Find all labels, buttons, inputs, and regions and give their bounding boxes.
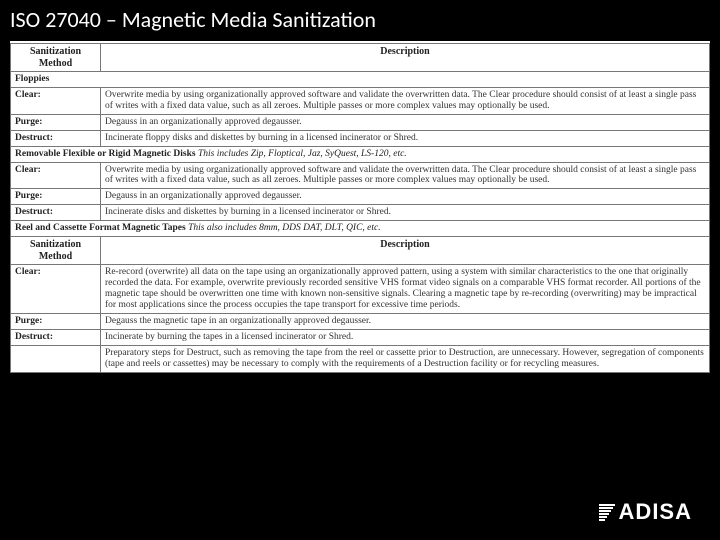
header-method: Sanitization Method xyxy=(11,237,101,265)
desc-reel-destruct-note: Preparatory steps for Destruct, such as … xyxy=(101,345,710,372)
slide: ISO 27040 – Magnetic Media Sanitization … xyxy=(0,0,720,540)
table-row: Clear: Overwrite media by using organiza… xyxy=(11,162,710,189)
desc-rem-purge: Degauss in an organizationally approved … xyxy=(101,189,710,205)
table-header-row: Sanitization Method Description xyxy=(11,44,710,72)
desc-reel-purge: Degauss the magnetic tape in an organiza… xyxy=(101,313,710,329)
method-destruct: Destruct: xyxy=(11,205,101,221)
desc-rem-destruct: Incinerate disks and diskettes by burnin… xyxy=(101,205,710,221)
header-description: Description xyxy=(101,237,710,265)
method-destruct: Destruct: xyxy=(11,130,101,146)
desc-floppy-clear: Overwrite media by using organizationall… xyxy=(101,87,710,114)
table-container: Sanitization Method Description Floppies… xyxy=(10,43,710,373)
table-row: Clear: Re-record (overwrite) all data on… xyxy=(11,265,710,314)
method-clear: Clear: xyxy=(11,265,101,314)
section-floppies: Floppies xyxy=(11,72,710,88)
table-header-row: Sanitization Method Description xyxy=(11,237,710,265)
method-clear: Clear: xyxy=(11,87,101,114)
section-reel-note: This also includes 8mm, DDS DAT, DLT, QI… xyxy=(186,223,381,233)
adisa-logo: ADISA xyxy=(599,499,692,525)
desc-reel-destruct: Incinerate by burning the tapes in a lic… xyxy=(101,329,710,345)
section-title-removable: Removable Flexible or Rigid Magnetic Dis… xyxy=(11,146,710,162)
desc-reel-clear: Re-record (overwrite) all data on the ta… xyxy=(101,265,710,314)
method-purge: Purge: xyxy=(11,313,101,329)
table-row: Preparatory steps for Destruct, such as … xyxy=(11,345,710,372)
logo-text: ADISA xyxy=(619,499,692,525)
table-row: Destruct: Incinerate by burning the tape… xyxy=(11,329,710,345)
section-title-reel: Reel and Cassette Format Magnetic Tapes … xyxy=(11,221,710,237)
method-purge: Purge: xyxy=(11,189,101,205)
method-blank xyxy=(11,345,101,372)
header-method: Sanitization Method xyxy=(11,44,101,72)
logo-bars-icon xyxy=(599,504,615,521)
method-purge: Purge: xyxy=(11,114,101,130)
header-description: Description xyxy=(101,44,710,72)
table-row: Purge: Degauss the magnetic tape in an o… xyxy=(11,313,710,329)
table-row: Purge: Degauss in an organizationally ap… xyxy=(11,114,710,130)
page-title: ISO 27040 – Magnetic Media Sanitization xyxy=(10,6,710,33)
desc-floppy-purge: Degauss in an organizationally approved … xyxy=(101,114,710,130)
footer: ADISA xyxy=(0,484,720,540)
section-removable: Removable Flexible or Rigid Magnetic Dis… xyxy=(11,146,710,162)
desc-floppy-destruct: Incinerate floppy disks and diskettes by… xyxy=(101,130,710,146)
desc-rem-clear: Overwrite media by using organizationall… xyxy=(101,162,710,189)
sanitization-table: Sanitization Method Description Floppies… xyxy=(10,43,710,373)
section-removable-label: Removable Flexible or Rigid Magnetic Dis… xyxy=(15,149,196,159)
method-clear: Clear: xyxy=(11,162,101,189)
table-row: Clear: Overwrite media by using organiza… xyxy=(11,87,710,114)
section-reel-label: Reel and Cassette Format Magnetic Tapes xyxy=(15,223,186,233)
table-row: Destruct: Incinerate floppy disks and di… xyxy=(11,130,710,146)
table-row: Destruct: Incinerate disks and diskettes… xyxy=(11,205,710,221)
section-title-floppies: Floppies xyxy=(11,72,710,88)
table-row: Purge: Degauss in an organizationally ap… xyxy=(11,189,710,205)
method-destruct: Destruct: xyxy=(11,329,101,345)
section-removable-note: This includes Zip, Floptical, Jaz, SyQue… xyxy=(196,149,407,159)
section-reel: Reel and Cassette Format Magnetic Tapes … xyxy=(11,221,710,237)
title-area: ISO 27040 – Magnetic Media Sanitization xyxy=(0,0,720,37)
